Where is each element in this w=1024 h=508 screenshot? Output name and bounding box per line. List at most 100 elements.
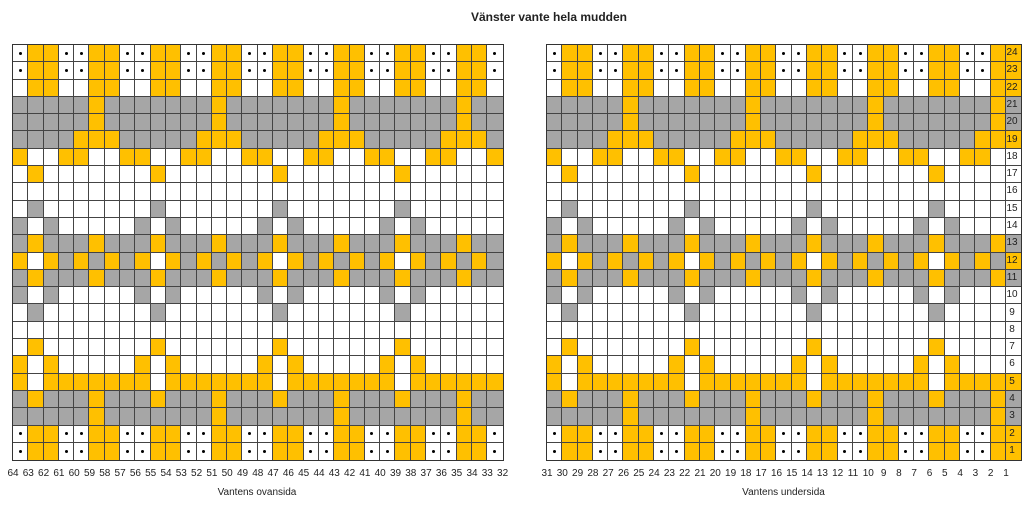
- pattern-cell: [929, 287, 945, 305]
- pattern-cell: [684, 96, 700, 115]
- pattern-cell: [120, 373, 136, 391]
- pattern-cell: [975, 269, 991, 288]
- pattern-cell: [791, 373, 808, 391]
- pattern-cell: [960, 166, 976, 184]
- pattern-cell: [165, 183, 182, 201]
- pattern-cell: [654, 131, 670, 149]
- pattern-cell: [975, 217, 991, 236]
- pattern-cell: [837, 442, 853, 461]
- pattern-cell: [303, 183, 319, 201]
- pattern-cell: [577, 304, 593, 322]
- pattern-cell: [684, 217, 700, 236]
- pattern-cell: [43, 96, 59, 115]
- pattern-cell: [730, 183, 746, 201]
- dot-marker: [370, 449, 374, 453]
- pattern-cell: [975, 45, 991, 63]
- pattern-cell: [837, 79, 853, 97]
- pattern-cell: [456, 269, 472, 288]
- pattern-cell: [380, 287, 396, 305]
- dot-marker: [248, 449, 252, 453]
- pattern-cell: [883, 442, 899, 461]
- pattern-cell: [135, 131, 151, 149]
- pattern-cell: [699, 114, 716, 132]
- pattern-cell: [257, 356, 274, 374]
- pattern-cell: [273, 217, 289, 236]
- pattern-cell: [608, 373, 624, 391]
- pattern-cell: [776, 287, 792, 305]
- row-label: 19: [1006, 133, 1018, 145]
- pattern-cell: [608, 79, 624, 97]
- pattern-cell: [776, 252, 792, 270]
- pattern-cell: [929, 79, 945, 97]
- pattern-cell: [562, 131, 578, 149]
- pattern-cell: [608, 425, 624, 443]
- pattern-cell: [395, 96, 411, 115]
- pattern-cell: [380, 96, 396, 115]
- dot-marker: [493, 449, 497, 453]
- pattern-cell: [745, 356, 762, 374]
- pattern-cell: [852, 166, 869, 184]
- pattern-cell: [318, 390, 335, 409]
- pattern-cell: [745, 166, 762, 184]
- pattern-cell: [592, 131, 609, 149]
- pattern-cell: [684, 339, 700, 357]
- pattern-cell: [1005, 304, 1022, 322]
- column-label: 25: [633, 468, 645, 479]
- pattern-cell: [74, 96, 90, 115]
- pattern-cell: [837, 373, 853, 391]
- row-label: 13: [1006, 237, 1018, 249]
- pattern-cell: [623, 62, 639, 80]
- pattern-cell: [441, 235, 457, 253]
- pattern-cell: [623, 217, 639, 236]
- pattern-cell: [638, 200, 655, 218]
- pattern-cell: [699, 425, 716, 443]
- pattern-cell: [456, 200, 472, 218]
- pattern-cell: [944, 356, 961, 374]
- pattern-cell: [883, 96, 899, 115]
- pattern-cell: [43, 217, 59, 236]
- pattern-cell: [104, 252, 121, 270]
- pattern-cell: [487, 339, 503, 357]
- dot-marker: [141, 449, 145, 453]
- pattern-cell: [822, 96, 838, 115]
- pattern-cell: [135, 442, 151, 461]
- pattern-cell: [349, 390, 365, 409]
- pattern-cell: [669, 96, 685, 115]
- pattern-cell: [364, 408, 381, 426]
- dot-marker: [18, 51, 22, 55]
- pattern-cell: [303, 339, 319, 357]
- pattern-cell: [456, 131, 472, 149]
- pattern-cell: [395, 356, 411, 374]
- pattern-cell: [120, 304, 136, 322]
- pattern-cell: [58, 269, 75, 288]
- pattern-cell: [120, 408, 136, 426]
- pattern-cell: [487, 79, 503, 97]
- pattern-cell: [761, 148, 777, 167]
- pattern-cell: [288, 339, 304, 357]
- pattern-cell: [410, 79, 427, 97]
- pattern-cell: [58, 425, 75, 443]
- pattern-cell: [669, 131, 685, 149]
- pattern-cell: [196, 166, 212, 184]
- pattern-cell: [990, 356, 1006, 374]
- pattern-cell: [380, 62, 396, 80]
- pattern-cell: [837, 148, 853, 167]
- pattern-cell: [883, 131, 899, 149]
- pattern-cell: [608, 200, 624, 218]
- pattern-cell: [669, 62, 685, 80]
- pattern-cell: [960, 96, 976, 115]
- column-label: 52: [191, 468, 203, 479]
- pattern-cell: [837, 287, 853, 305]
- pattern-cell: [165, 321, 182, 340]
- dot-marker: [919, 432, 923, 436]
- pattern-cell: [211, 183, 228, 201]
- pattern-cell: [196, 79, 212, 97]
- dot-marker: [18, 432, 22, 436]
- pattern-cell: [165, 79, 182, 97]
- pattern-cell: [196, 321, 212, 340]
- pattern-cell: [837, 304, 853, 322]
- pattern-cell: [577, 442, 593, 461]
- pattern-cell: [150, 148, 166, 167]
- pattern-cell: [592, 408, 609, 426]
- pattern-cell: [623, 79, 639, 97]
